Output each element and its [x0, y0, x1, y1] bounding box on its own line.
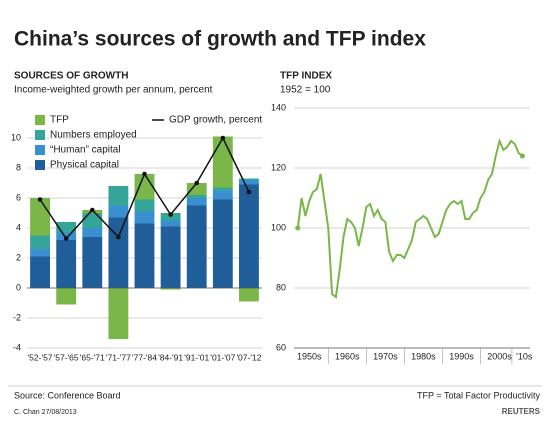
x-tick-label: '57-'65 [54, 352, 79, 362]
chart-title: SOURCES OF GROWTH [14, 71, 128, 82]
bar-segment [186, 198, 207, 206]
line-point [142, 171, 147, 177]
page-title: China’s sources of growth and TFP index [14, 28, 426, 51]
legend-swatch [35, 145, 45, 155]
bar-segment [30, 249, 50, 257]
bar-segment [56, 240, 77, 288]
bar-segment [160, 226, 181, 288]
bar-segment [134, 223, 155, 288]
x-tick-label: '52-'57 [28, 352, 53, 362]
bar-segment [30, 256, 50, 288]
bar-segment [30, 198, 50, 236]
bar-segment [108, 217, 129, 288]
y-tick-label: 80 [276, 282, 286, 292]
line-point [37, 197, 43, 202]
source: Source: Conference Board [14, 390, 121, 400]
end-point [295, 225, 301, 231]
line-point [168, 212, 173, 217]
bar-segment [239, 288, 259, 302]
bar-segment [108, 186, 129, 206]
line-point [220, 135, 226, 141]
line-point [63, 236, 69, 241]
line-point [246, 189, 252, 195]
bar-segment [186, 195, 207, 198]
bar-segment [212, 190, 233, 200]
bar-segment [82, 228, 103, 237]
bar-segment [56, 222, 77, 233]
y-tick-label: 100 [271, 222, 286, 232]
line-point [194, 180, 200, 186]
x-tick-label: '91-'01 [184, 352, 209, 362]
line-point [89, 207, 95, 213]
line-point [116, 234, 121, 240]
chart-subtitle: 1952 = 100 [280, 85, 331, 96]
bar-segment [82, 213, 103, 228]
y-tick-label: 4 [16, 222, 21, 232]
y-tick-label: 60 [276, 342, 286, 352]
legend-swatch [35, 115, 45, 125]
legend-label: “Human” capital [50, 145, 121, 156]
x-tick-label: '71-'77 [106, 352, 131, 362]
bar-segment [134, 174, 155, 200]
x-tick-label: '10s [516, 351, 533, 361]
y-tick-label: 8 [16, 162, 21, 172]
bar-segment [212, 187, 233, 191]
legend-swatch [35, 160, 45, 170]
bar-segment [82, 237, 103, 288]
bar-segment [186, 183, 207, 195]
x-tick-label: '07-'12 [236, 352, 261, 362]
legend-label: GDP growth, percent [169, 115, 262, 126]
end-point [519, 153, 525, 159]
chart-subtitle: Income-weighted growth per annum, percen… [14, 85, 213, 96]
x-tick-label: 1960s [335, 351, 360, 361]
chart-title: TFP INDEX [280, 71, 332, 82]
x-tick-label: 1980s [411, 351, 436, 361]
bar-segment [56, 288, 77, 305]
line [296, 137, 524, 299]
bar-segment [239, 180, 259, 185]
y-tick-label: 6 [16, 192, 21, 202]
bar-segment [134, 211, 155, 224]
bar-segment [239, 178, 259, 180]
x-tick-label: '77-'84 [132, 352, 157, 362]
logo: REUTERS [502, 407, 541, 416]
y-tick-label: -4 [13, 342, 21, 352]
bar-segment [134, 199, 155, 212]
y-tick-label: 0 [16, 282, 21, 292]
bar-segment [108, 205, 129, 218]
x-tick-label: '65-'71 [80, 352, 105, 362]
x-tick-label: 2000s [487, 351, 512, 361]
credit: C. Chan 27/08/2013 [14, 409, 77, 416]
y-tick-label: -2 [13, 312, 21, 322]
bar-segment [108, 288, 129, 339]
bar-segment [239, 184, 259, 288]
bar-segment [186, 205, 207, 288]
y-tick-label: 10 [11, 132, 21, 142]
y-tick-label: 140 [271, 102, 286, 112]
legend-swatch [35, 130, 45, 140]
bar-segment [160, 288, 181, 290]
x-tick-label: 1970s [373, 351, 398, 361]
bar-segment [30, 235, 50, 249]
note: TFP = Total Factor Productivity [417, 390, 540, 400]
x-tick-label: 1950s [297, 351, 322, 361]
legend-label: Physical capital [50, 160, 119, 171]
bar-segment [160, 220, 181, 227]
x-tick-label: 1990s [449, 351, 474, 361]
legend-label: TFP [50, 115, 69, 126]
x-tick-label: '84-'91 [158, 352, 183, 362]
y-tick-label: 2 [16, 252, 21, 262]
bar-segment [212, 199, 233, 288]
bar-segment [212, 136, 233, 188]
x-tick-label: '01-'07 [210, 352, 235, 362]
y-tick-label: 120 [271, 162, 286, 172]
legend-label: Numbers employed [50, 130, 137, 141]
